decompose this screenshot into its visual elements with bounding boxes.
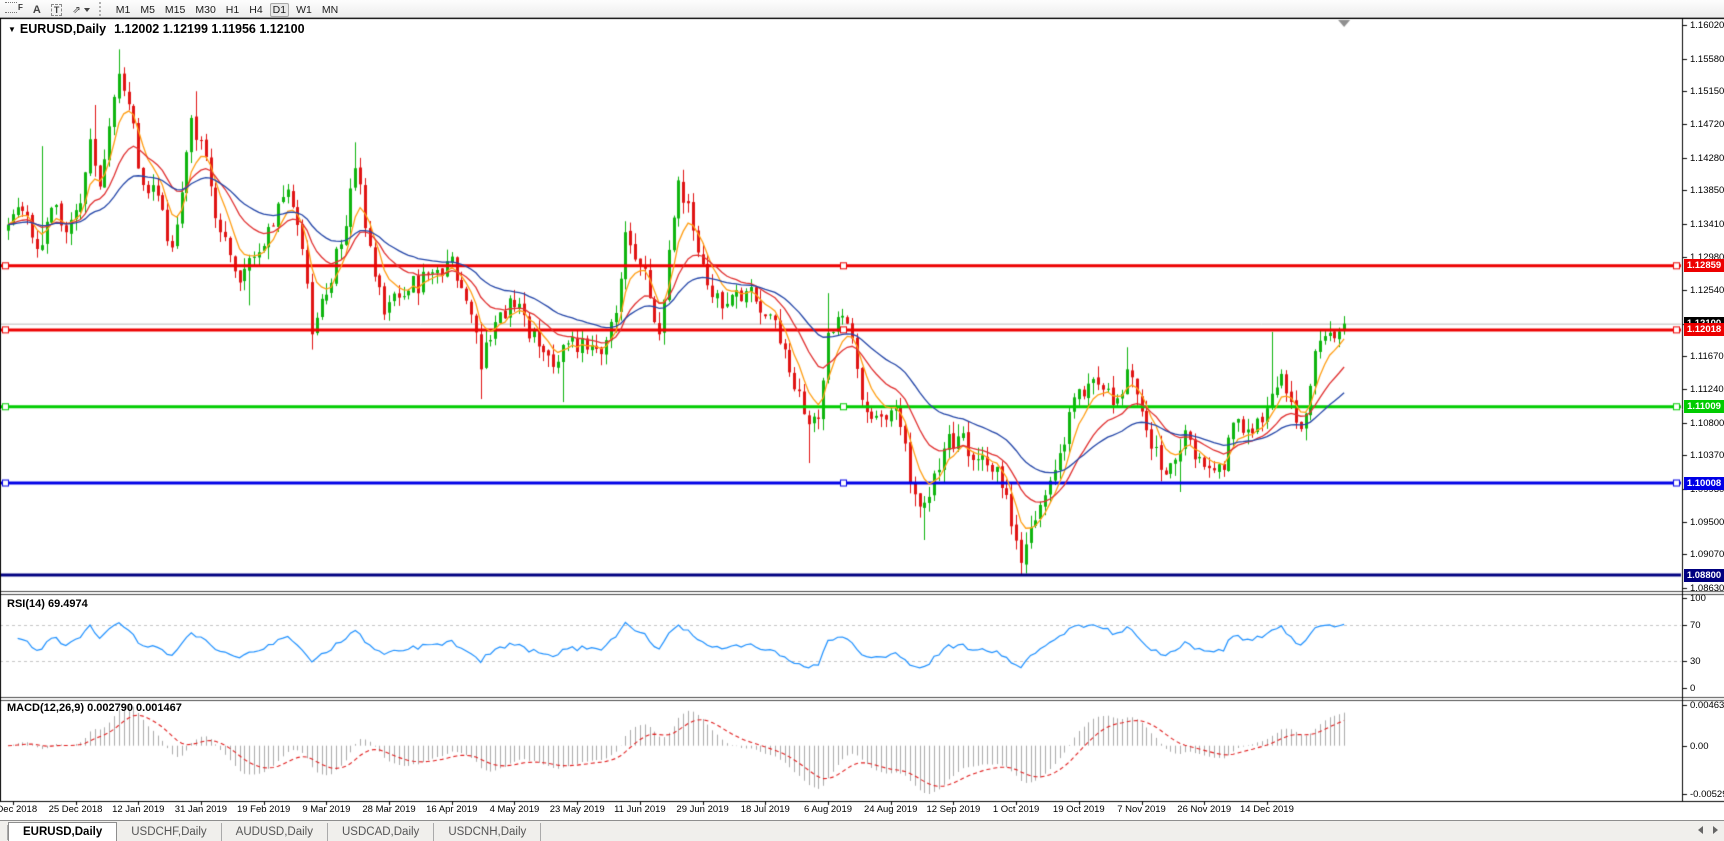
date-label: 12 Jan 2019 xyxy=(112,804,165,815)
date-label: 16 Apr 2019 xyxy=(426,804,478,815)
price-tick-label: 1.15580 xyxy=(1690,53,1724,65)
price-tag: 1.11009 xyxy=(1684,400,1724,414)
price-tick-label: 1.10370 xyxy=(1690,450,1724,462)
tab-usdcnh-daily[interactable]: USDCNH,Daily xyxy=(434,823,542,841)
date-label: 24 Aug 2019 xyxy=(864,804,918,815)
timeframe-H4-button[interactable]: H4 xyxy=(249,3,263,16)
fibonacci-retracement-icon-letter: F xyxy=(18,2,23,12)
date-label: 12 Sep 2019 xyxy=(926,804,981,815)
price-tag: 1.10008 xyxy=(1684,476,1724,490)
timeframe-MN-button[interactable]: MN xyxy=(321,3,339,16)
date-label: 1 Oct 2019 xyxy=(992,804,1040,815)
timeframe-H1-button[interactable]: H1 xyxy=(225,3,240,16)
macd-indicator-label: MACD(12,26,9) 0.002790 0.001467 xyxy=(7,702,182,714)
rsi-indicator-label: RSI(14) 69.4974 xyxy=(7,598,88,610)
chart-symbol-label: EURUSD,Daily xyxy=(19,22,107,36)
drawing-tools-group: F A T ⇗ xyxy=(0,0,95,18)
price-tick-label: 1.10800 xyxy=(1690,417,1724,429)
price-tag: 1.12018 xyxy=(1684,323,1724,337)
chart-window: ▼ EURUSD,Daily 1.12002 1.12199 1.11956 1.1… xyxy=(0,18,1724,820)
timeframe-M15-button[interactable]: M15 xyxy=(164,3,186,16)
tab-audusd-daily[interactable]: AUDUSD,Daily xyxy=(222,823,328,841)
chart-title-row: ▼ EURUSD,Daily 1.12002 1.12199 1.11956 1.1… xyxy=(8,22,305,36)
tool-text-label-button[interactable]: T xyxy=(47,2,67,17)
date-label: 9 Mar 2019 xyxy=(302,804,351,815)
price-tag: 1.08800 xyxy=(1684,568,1724,582)
arrows-icon: ⇗ xyxy=(72,4,81,16)
rsi-level-label: 70 xyxy=(1690,620,1701,631)
date-label: 29 Jun 2019 xyxy=(676,804,729,815)
timeframe-M5-button[interactable]: M5 xyxy=(140,3,155,16)
rsi-level-label: 30 xyxy=(1690,656,1701,667)
text-icon: A xyxy=(32,3,41,16)
date-label: 6 Aug 2019 xyxy=(803,804,853,815)
macd-axis-value: -0.005295 xyxy=(1690,789,1724,800)
price-tick-label: 1.09070 xyxy=(1690,549,1724,561)
chart-ohlc-values: 1.12002 1.12199 1.11956 1.12100 xyxy=(114,22,305,36)
price-tick-label: 1.11670 xyxy=(1690,351,1724,363)
date-label: 14 Dec 2019 xyxy=(1239,804,1294,815)
rsi-level-label: 100 xyxy=(1690,593,1706,604)
chart-canvas[interactable] xyxy=(0,18,1724,820)
collapse-chart-icon[interactable]: ▼ xyxy=(8,25,16,34)
tab-bar-stub xyxy=(0,825,8,840)
timeframe-D1-button[interactable]: D1 xyxy=(269,2,290,17)
date-label: 25 Dec 2018 xyxy=(48,804,103,815)
price-tick-label: 1.16020 xyxy=(1690,20,1724,31)
date-label: 23 May 2019 xyxy=(549,804,605,815)
price-tick-label: 1.12540 xyxy=(1690,285,1724,297)
price-tick-label: 1.14720 xyxy=(1690,119,1724,131)
toolbar: F A T ⇗ M1 M5 M15 M30 H1 H4 D1 W1 MN xyxy=(0,0,1724,18)
price-tick-label: 1.09500 xyxy=(1690,516,1724,528)
price-tick-label: 1.15150 xyxy=(1690,86,1724,98)
date-label: 4 May 2019 xyxy=(489,804,540,815)
tool-text-button[interactable]: A xyxy=(29,2,45,17)
date-label: 6 Dec 2018 xyxy=(0,804,38,815)
date-label: 19 Oct 2019 xyxy=(1052,804,1105,815)
tool-fibonacci-retracement-button[interactable]: F xyxy=(1,0,27,15)
timeframe-W1-button[interactable]: W1 xyxy=(296,3,312,16)
price-tick-label: 1.14280 xyxy=(1690,152,1724,164)
timeframe-M30-button[interactable]: M30 xyxy=(195,3,216,16)
price-tick-label: 1.11240 xyxy=(1690,384,1724,396)
tab-scroll-nav xyxy=(1698,826,1718,834)
macd-axis-value: 0.00 xyxy=(1690,740,1709,752)
dropdown-caret-icon xyxy=(83,8,90,12)
fibonacci-retracement-icon xyxy=(5,1,17,13)
tab-eurusd-daily[interactable]: EURUSD,Daily xyxy=(8,822,118,841)
tab-usdchf-daily[interactable]: USDCHF,Daily xyxy=(117,823,222,841)
tool-arrows-button[interactable]: ⇗ xyxy=(68,3,93,18)
text-label-icon: T xyxy=(50,3,63,16)
rsi-level-label: 0 xyxy=(1690,683,1696,694)
tab-bar: EURUSD,Daily USDCHF,Daily AUDUSD,Daily USDC… xyxy=(0,820,1724,841)
tab-scroll-left-icon[interactable] xyxy=(1698,826,1703,834)
tab-usdcad-daily[interactable]: USDCAD,Daily xyxy=(328,823,435,841)
price-tick-label: 1.13850 xyxy=(1690,185,1724,197)
timeframe-toolbar: M1 M5 M15 M30 H1 H4 D1 W1 MN xyxy=(111,0,343,18)
price-tag: 1.12859 xyxy=(1684,259,1724,273)
date-label: 31 Jan 2019 xyxy=(174,804,228,815)
date-label: 19 Feb 2019 xyxy=(236,804,291,815)
price-tick-label: 1.13410 xyxy=(1690,218,1724,230)
macd-axis-value: 0.00463 xyxy=(1690,700,1724,711)
price-tick-label: 1.08630 xyxy=(1690,583,1724,594)
tab-scroll-right-icon[interactable] xyxy=(1713,826,1718,834)
toolbar-grip xyxy=(98,1,107,16)
date-label: 18 Jul 2019 xyxy=(740,804,790,815)
date-label: 11 Jun 2019 xyxy=(614,804,666,815)
price-tick-label: 1.12980 xyxy=(1690,251,1724,263)
date-label: 28 Mar 2019 xyxy=(362,804,416,815)
date-label: 26 Nov 2019 xyxy=(1177,804,1232,815)
date-label: 7 Nov 2019 xyxy=(1117,804,1166,815)
timeframe-M1-button[interactable]: M1 xyxy=(115,3,131,16)
